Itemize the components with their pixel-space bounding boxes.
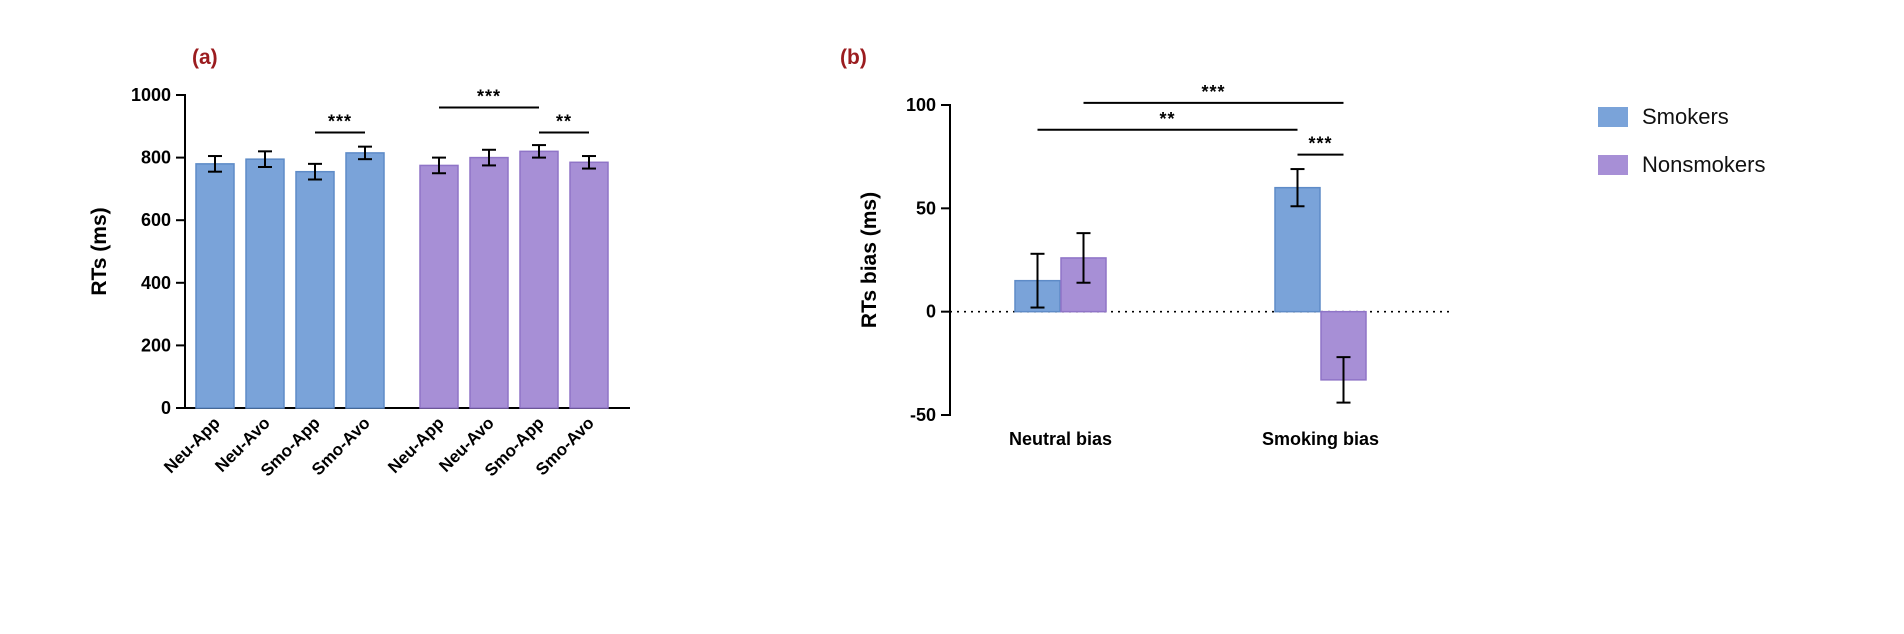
y-axis-title: RTs (ms)	[88, 207, 111, 295]
y-tick-label: 200	[141, 335, 171, 355]
panel-a-label: (a)	[192, 46, 218, 69]
significance-stars: **	[556, 112, 572, 132]
legend-label-smokers: Smokers	[1642, 104, 1729, 129]
bar-smokers-neu-app	[195, 163, 235, 409]
panel-b-label: (b)	[840, 46, 867, 69]
significance-stars: ***	[328, 112, 352, 132]
bar-smokers-neu-avo	[245, 158, 285, 409]
significance-stars: ***	[477, 87, 501, 107]
significance-stars: **	[1159, 109, 1175, 129]
bar-nonsmokers-neu-app	[419, 164, 459, 409]
bar-nonsmokers-smoking-bias	[1320, 310, 1367, 381]
x-category-label: Smoking bias	[1262, 429, 1379, 449]
legend-item-nonsmokers: Nonsmokers	[1598, 154, 1765, 176]
y-tick-label: 0	[926, 302, 936, 322]
y-tick-label: -50	[910, 405, 936, 425]
x-category-label: Neu-App	[160, 413, 224, 477]
y-tick-label: 0	[161, 398, 171, 418]
legend-label-nonsmokers: Nonsmokers	[1642, 152, 1766, 177]
chart-a-canvas: 02004006008001000Neu-AppNeu-AvoSmo-AppSm…	[88, 85, 630, 480]
significance-stars: ***	[1308, 134, 1332, 154]
y-tick-label: 800	[141, 148, 171, 168]
x-category-label: Neutral bias	[1009, 429, 1112, 449]
y-tick-label: 400	[141, 273, 171, 293]
y-tick-label: 50	[916, 198, 936, 218]
legend: Smokers Nonsmokers	[1598, 106, 1765, 176]
y-tick-label: 1000	[131, 85, 171, 105]
bar-smokers-smo-avo	[345, 152, 385, 409]
bar-smokers-smoking-bias	[1274, 186, 1321, 313]
bar-nonsmokers-neu-avo	[469, 156, 509, 409]
y-tick-label: 600	[141, 210, 171, 230]
bar-nonsmokers-smo-avo	[569, 161, 609, 409]
bar-nonsmokers-smo-app	[519, 150, 559, 409]
y-tick-label: 100	[906, 95, 936, 115]
y-axis-title: RTs bias (ms)	[858, 192, 881, 328]
x-category-label: Neu-App	[384, 413, 448, 477]
smokers-color-swatch	[1598, 107, 1628, 127]
legend-item-smokers: Smokers	[1598, 106, 1765, 128]
significance-stars: ***	[1201, 82, 1225, 102]
panel-b: (b) -50 0 50 100 Neutral bias Smoking bias ***…	[820, 30, 1520, 610]
bar-smokers-smo-app	[295, 170, 335, 409]
nonsmokers-color-swatch	[1598, 155, 1628, 175]
panel-a: (a) 0 200 400 600 800 1000 Neu-App Neu-Avo Smo-A…	[80, 30, 680, 610]
